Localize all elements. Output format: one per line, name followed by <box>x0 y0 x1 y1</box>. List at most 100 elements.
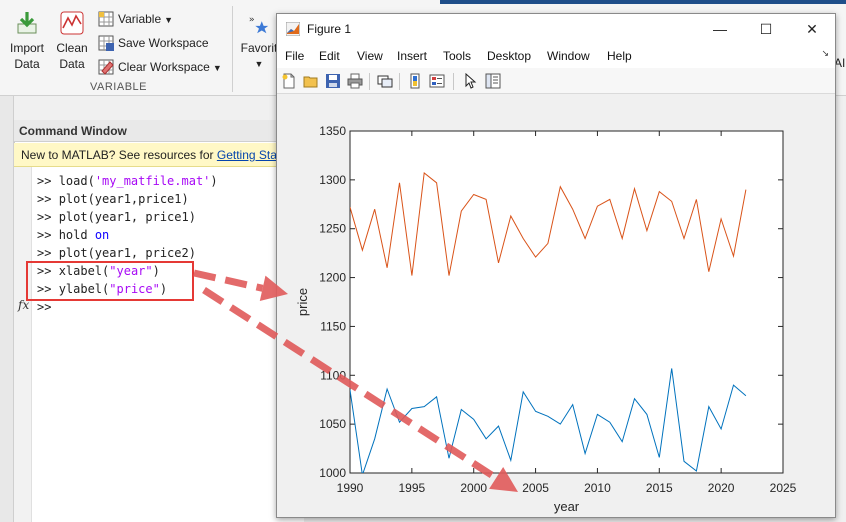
figure-title: Figure 1 <box>307 14 351 44</box>
x-tick-label: 2000 <box>460 481 487 495</box>
command-prompt: >> <box>37 228 59 242</box>
clear-workspace-icon <box>98 59 114 75</box>
left-panel-collapsed <box>0 96 14 522</box>
command-text: plot(year1,price1) <box>59 192 189 206</box>
pointer-icon[interactable] <box>463 73 479 89</box>
menu-insert[interactable]: Insert <box>397 44 427 68</box>
chevron-down-icon: ▼ <box>238 56 280 72</box>
favorites-button[interactable]: » Favorit ▼ <box>238 12 280 72</box>
y-tick-label: 1000 <box>319 466 346 480</box>
open-file-icon[interactable] <box>303 73 319 89</box>
variable-group-label: VARIABLE <box>90 81 147 93</box>
clean-data-label-2: Data <box>51 56 93 72</box>
ribbon-separator <box>232 6 233 92</box>
favorites-icon: » <box>247 12 271 36</box>
svg-text:»: » <box>249 14 255 25</box>
variable-label: Variable <box>118 12 161 26</box>
matlab-logo-icon <box>286 22 300 36</box>
x-tick-label: 2015 <box>646 481 673 495</box>
y-tick-label: 1200 <box>319 271 346 285</box>
command-line: >> plot(year1, price2) <box>37 244 218 262</box>
chevron-down-icon: ▼ <box>164 10 173 30</box>
colorbar-icon[interactable] <box>407 73 423 89</box>
x-tick-label: 2020 <box>708 481 735 495</box>
figure-titlebar[interactable]: Figure 1 — ☐ ✕ <box>277 14 835 44</box>
clean-data-button[interactable]: Clean Data <box>51 10 93 72</box>
clean-data-label-1: Clean <box>51 40 93 56</box>
property-inspector-icon[interactable] <box>485 73 501 89</box>
command-text: plot(year1, price2) <box>59 246 196 260</box>
command-line: >> plot(year1, price1) <box>37 208 218 226</box>
save-workspace-button[interactable]: Save Workspace <box>98 33 209 53</box>
command-line: >> load('my_matfile.mat') <box>37 172 218 190</box>
toolbar-separator <box>453 73 454 90</box>
clean-data-icon <box>59 10 85 36</box>
menu-window[interactable]: Window <box>547 44 590 68</box>
command-text: load( <box>59 174 95 188</box>
y-tick-label: 1250 <box>319 222 346 236</box>
import-data-icon <box>14 10 40 36</box>
menu-view[interactable]: View <box>357 44 383 68</box>
close-button[interactable]: ✕ <box>790 14 834 44</box>
menu-file[interactable]: File <box>285 44 304 68</box>
y-axis-label: price <box>295 288 310 316</box>
chevron-down-icon[interactable]: ▼ <box>213 58 222 78</box>
clear-workspace-button[interactable]: Clear Workspace ▼ <box>98 57 222 77</box>
favorites-label: Favorit <box>238 40 280 56</box>
command-prompt: >> <box>37 210 59 224</box>
new-variable-button[interactable]: Variable ▼ <box>98 9 173 29</box>
menu-edit[interactable]: Edit <box>319 44 340 68</box>
print-icon[interactable] <box>347 73 363 89</box>
x-axis-label: year <box>554 499 580 514</box>
plot-canvas[interactable]: 1990 1995 2000 2005 2010 2015 2020 2025 1000 1050… <box>277 95 835 517</box>
y-tick-label: 1050 <box>319 417 346 431</box>
save-icon[interactable] <box>325 73 341 89</box>
figure-toolbar <box>277 68 835 94</box>
menu-help[interactable]: Help <box>607 44 632 68</box>
banner-text: New to MATLAB? See resources for <box>21 148 217 162</box>
clear-workspace-label: Clear Workspace <box>118 60 210 74</box>
variable-icon <box>98 11 114 27</box>
command-text: plot(year1, price1) <box>59 210 196 224</box>
save-workspace-icon <box>98 35 114 51</box>
command-text: ) <box>210 174 217 188</box>
menu-desktop[interactable]: Desktop <box>487 44 531 68</box>
minimize-button[interactable]: — <box>698 14 742 44</box>
ribbon-top-accent <box>440 0 846 4</box>
figure-window[interactable]: Figure 1 — ☐ ✕ File Edit View Insert Too… <box>276 13 836 518</box>
command-window-title: Command Window <box>14 120 304 142</box>
highlight-box <box>26 261 194 301</box>
y-tick-label: 1350 <box>319 124 346 138</box>
legend-icon[interactable] <box>429 73 445 89</box>
import-data-label-1: Import <box>6 40 48 56</box>
toolbar-separator <box>399 73 400 90</box>
y-tick-label: 1300 <box>319 173 346 187</box>
menu-tools[interactable]: Tools <box>443 44 471 68</box>
new-figure-icon[interactable] <box>281 73 297 89</box>
menubar-overflow-icon[interactable]: ↘ <box>821 48 829 59</box>
command-prompt: >> <box>37 300 59 314</box>
axes-box[interactable] <box>350 131 783 473</box>
x-tick-label: 2005 <box>522 481 549 495</box>
x-tick-label: 1990 <box>337 481 364 495</box>
command-text: on <box>95 228 109 242</box>
maximize-button[interactable]: ☐ <box>744 14 788 44</box>
getting-started-banner: New to MATLAB? See resources for Getting… <box>14 143 304 167</box>
x-tick-label: 2010 <box>584 481 611 495</box>
command-text: 'my_matfile.mat' <box>95 174 211 188</box>
command-prompt: >> <box>37 174 59 188</box>
save-workspace-label: Save Workspace <box>118 36 209 50</box>
figure-menubar: File Edit View Insert Tools Desktop Wind… <box>277 44 835 68</box>
link-icon[interactable] <box>377 73 393 89</box>
y-tick-label: 1100 <box>320 368 346 382</box>
command-line: >> hold on <box>37 226 218 244</box>
command-prompt: >> <box>37 246 59 260</box>
x-tick-label: 1995 <box>399 481 426 495</box>
y-tick-label: 1150 <box>320 319 346 333</box>
import-data-label-2: Data <box>6 56 48 72</box>
import-data-button[interactable]: Import Data <box>6 10 48 72</box>
command-prompt: >> <box>37 192 59 206</box>
x-tick-label: 2025 <box>770 481 797 495</box>
command-text: hold <box>59 228 95 242</box>
getting-started-link[interactable]: Getting Start <box>217 148 284 162</box>
